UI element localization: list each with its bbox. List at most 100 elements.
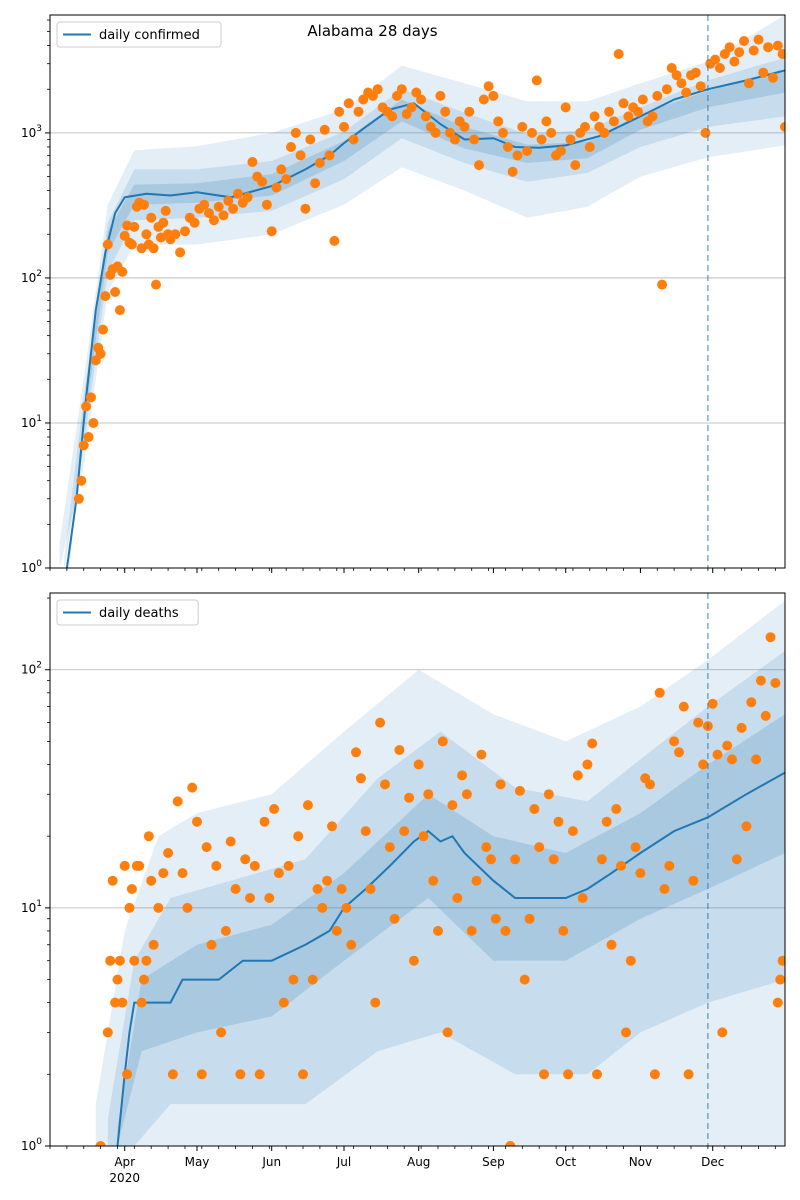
data-point [466,925,477,936]
data-point [206,939,217,950]
data-point [365,884,376,894]
data-point [418,831,429,842]
data-point [102,1027,113,1038]
data-point [218,210,229,221]
data-point [141,229,152,240]
data-point [529,804,540,814]
data-point [107,875,118,886]
data-point [758,67,769,78]
y-tick-label: 101 [21,414,42,430]
data-point [358,94,369,105]
data-point [580,121,590,132]
data-point [208,215,219,226]
data-point [180,226,190,237]
data-point [633,106,643,117]
data-point [490,913,501,924]
y-tick-exp: 1 [36,414,42,424]
data-point [587,738,598,749]
data-point [420,111,431,122]
y-tick-exp: 3 [36,124,42,134]
data-point [536,134,547,145]
data-point [601,816,612,827]
data-point [428,875,439,886]
data-point [457,770,468,781]
data-point [146,212,157,223]
y-tick-base: 10 [21,663,36,677]
data-point [531,75,542,86]
data-point [114,955,125,966]
data-point [413,759,424,770]
data-point [469,134,480,145]
x-tick-label: Nov [629,1155,652,1169]
data-point [693,717,704,728]
data-point [322,875,333,886]
x-tick-label: Jun [261,1155,281,1169]
legend: daily confirmed [56,21,222,48]
data-point [122,1069,133,1080]
data-point [534,842,545,853]
data-point [327,821,337,832]
data-point [182,902,193,913]
data-point [423,789,434,800]
data-point [476,749,487,760]
data-point [502,142,513,152]
data-point [192,816,202,827]
data-point [399,826,410,837]
data-point [375,717,386,728]
data-point [302,800,313,811]
data-point [430,127,441,138]
data-point [259,816,270,827]
data-point [608,116,619,127]
data-point [81,401,92,412]
data-point [510,854,521,865]
data-point [372,84,383,95]
data-point [459,121,470,132]
y-tick-label: 100 [21,559,42,575]
data-point [623,111,634,122]
plot-area [95,600,785,1146]
plot-area [59,15,785,568]
data-point [707,698,718,709]
data-point [242,192,253,203]
data-point [336,884,347,894]
y-tick-base: 10 [21,1139,36,1153]
data-point [266,226,277,237]
data-point [698,759,709,770]
data-point [110,997,121,1008]
data-point [618,98,629,109]
data-point [645,779,655,790]
y-tick-label: 100 [21,1137,42,1153]
data-point [283,860,294,871]
band-outer [59,15,785,568]
data-point [669,736,680,747]
data-point [319,124,330,135]
data-point [189,217,200,228]
data-point [158,217,169,228]
y-tick-base: 10 [21,561,36,575]
data-point [124,902,135,913]
axes-frame [49,14,786,569]
data-point [98,324,108,335]
data-point [661,84,672,95]
data-point [324,150,335,161]
data-point [712,749,723,760]
data-point [216,1027,227,1038]
data-point [500,925,511,936]
data-point [269,804,280,814]
data-point [223,195,234,206]
data-point [276,164,287,175]
data-point [228,203,239,214]
data-point [755,675,766,686]
data-point [710,54,721,65]
data-point [567,826,578,837]
data-point [625,955,636,966]
data-point [555,146,566,156]
data-point [449,134,460,145]
data-point [517,121,528,132]
data-point [746,697,757,708]
data-point [512,150,523,161]
data-point [201,842,212,853]
data-point [584,142,595,152]
